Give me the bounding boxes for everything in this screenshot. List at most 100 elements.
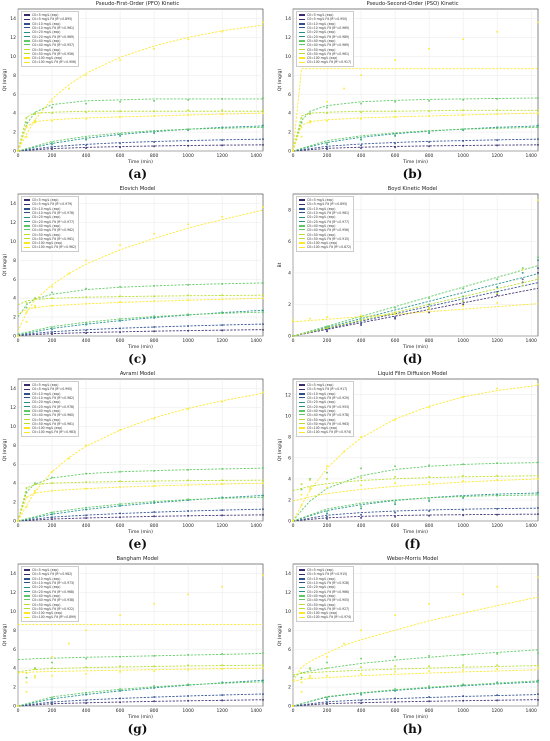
- data-point: [153, 511, 156, 514]
- data-point: [221, 113, 224, 116]
- data-point: [537, 383, 539, 386]
- legend-entry: C0=50 mg/L Fit (R²=0.915): [299, 237, 351, 241]
- data-point: [51, 511, 54, 514]
- data-point: [326, 517, 329, 520]
- x-tick-label: 600: [391, 338, 400, 344]
- legend-marker: [24, 57, 30, 59]
- legend-marker: [24, 582, 30, 584]
- data-point: [187, 144, 190, 147]
- data-point: [428, 141, 431, 144]
- y-tick-label: 14: [10, 16, 16, 22]
- legend-entry: C0=10 mg/L (exp): [299, 22, 351, 26]
- data-point: [394, 655, 397, 658]
- x-tick-label: 1200: [491, 153, 503, 159]
- data-point: [25, 676, 28, 679]
- data-point: [221, 479, 224, 482]
- data-point: [25, 505, 28, 508]
- x-tick-label: 800: [425, 523, 434, 529]
- data-point: [119, 100, 122, 103]
- data-point: [462, 495, 465, 498]
- legend-label: C0=5 mg/L (exp): [307, 13, 334, 18]
- x-tick-label: 800: [425, 338, 434, 344]
- legend-label: C0=20 mg/L Fit (R²=0.978): [32, 404, 75, 409]
- x-tick-label: 200: [48, 338, 57, 344]
- fit-line: [292, 303, 539, 323]
- y-tick-label: 0: [288, 149, 291, 155]
- legend-entry: C0=5 mg/L Fit (R²=0.950): [299, 17, 351, 21]
- data-point: [187, 140, 190, 143]
- legend-entry: C0=50 mg/L Fit (R²=0.956): [24, 52, 76, 56]
- legend-marker: [299, 599, 305, 601]
- x-tick-label: 400: [357, 523, 366, 529]
- legend-marker: [299, 431, 305, 434]
- data-point: [537, 112, 539, 115]
- data-point: [85, 144, 88, 147]
- data-point: [153, 326, 156, 329]
- data-point: [496, 474, 499, 477]
- fit-line: [292, 492, 539, 522]
- data-point: [119, 655, 122, 658]
- legend-entry: C0=50 mg/L (exp): [24, 602, 76, 607]
- data-point: [326, 316, 329, 319]
- data-point: [153, 515, 156, 518]
- x-tick-label: 600: [116, 153, 125, 159]
- legend-entry: C0=100 mg/L (exp): [299, 426, 351, 430]
- data-point: [309, 317, 312, 320]
- legend-entry: C0=5 mg/L (exp): [299, 198, 351, 202]
- panel-letter: (h): [402, 722, 423, 736]
- legend-entry: C0=10 mg/L Fit (R²=0.961): [24, 26, 76, 30]
- fit-line: [292, 138, 539, 152]
- legend-entry: C0=100 mg/L (exp): [299, 611, 351, 615]
- data-point: [51, 100, 54, 103]
- data-point: [428, 303, 431, 306]
- legend-label: C0=100 mg/L (exp): [32, 241, 63, 246]
- y-tick-label: 2: [13, 685, 16, 691]
- legend: C0=5 mg/L (exp) C0=5 mg/L Fit (R²=0.979) C…: [21, 196, 80, 252]
- data-point: [187, 98, 190, 101]
- legend-marker: [299, 203, 305, 206]
- legend-entry: C0=10 mg/L Fit (R²=0.928): [299, 581, 351, 585]
- data-point: [462, 653, 465, 656]
- y-tick-label: 14: [285, 16, 291, 22]
- legend-marker: [299, 603, 305, 606]
- legend-label: C0=10 mg/L (exp): [307, 576, 336, 581]
- data-point: [262, 664, 264, 667]
- legend-label: C0=50 mg/L (exp): [32, 602, 61, 607]
- data-point: [221, 282, 224, 285]
- data-point: [326, 106, 329, 109]
- fit-line: [17, 144, 264, 152]
- legend-label: C0=40 mg/L Fit (R²=0.957): [32, 43, 75, 48]
- data-point: [51, 482, 54, 485]
- data-point: [221, 97, 224, 100]
- data-point: [394, 482, 397, 485]
- data-point: [187, 514, 190, 517]
- legend-marker: [299, 384, 305, 386]
- legend-entry: C0=50 mg/L Fit (R²=0.961): [299, 52, 351, 56]
- data-point: [68, 272, 71, 275]
- fit-line: [17, 667, 264, 674]
- fit-line: [292, 680, 539, 707]
- data-point: [537, 681, 539, 684]
- data-point: [85, 111, 88, 114]
- data-point: [496, 292, 499, 295]
- legend-entry: C0=5 mg/L Fit (R²=0.990): [24, 387, 76, 391]
- legend-label: C0=5 mg/L Fit (R²=0.950): [307, 17, 348, 22]
- x-tick-label: 1200: [491, 708, 503, 714]
- data-point: [153, 654, 156, 657]
- data-point: [85, 117, 88, 120]
- legend: C0=5 mg/L (exp) C0=5 mg/L Fit (R²=0.950) C…: [296, 11, 355, 67]
- data-point: [85, 508, 88, 511]
- data-point: [153, 315, 156, 318]
- data-point: [51, 674, 54, 677]
- data-point: [496, 507, 499, 510]
- x-tick-label: 200: [323, 338, 332, 344]
- legend-label: C0=100 mg/L Fit (R²=0.917): [307, 60, 352, 65]
- data-point: [51, 141, 54, 144]
- legend-label: C0=50 mg/L Fit (R²=0.922): [32, 606, 75, 611]
- data-point: [153, 480, 156, 483]
- fit-line: [17, 482, 264, 522]
- x-tick-label: 1200: [216, 153, 228, 159]
- data-point: [428, 406, 431, 409]
- legend-entry: C0=5 mg/L Fit (R²=0.982): [24, 572, 76, 576]
- y-tick-label: 8: [13, 628, 16, 634]
